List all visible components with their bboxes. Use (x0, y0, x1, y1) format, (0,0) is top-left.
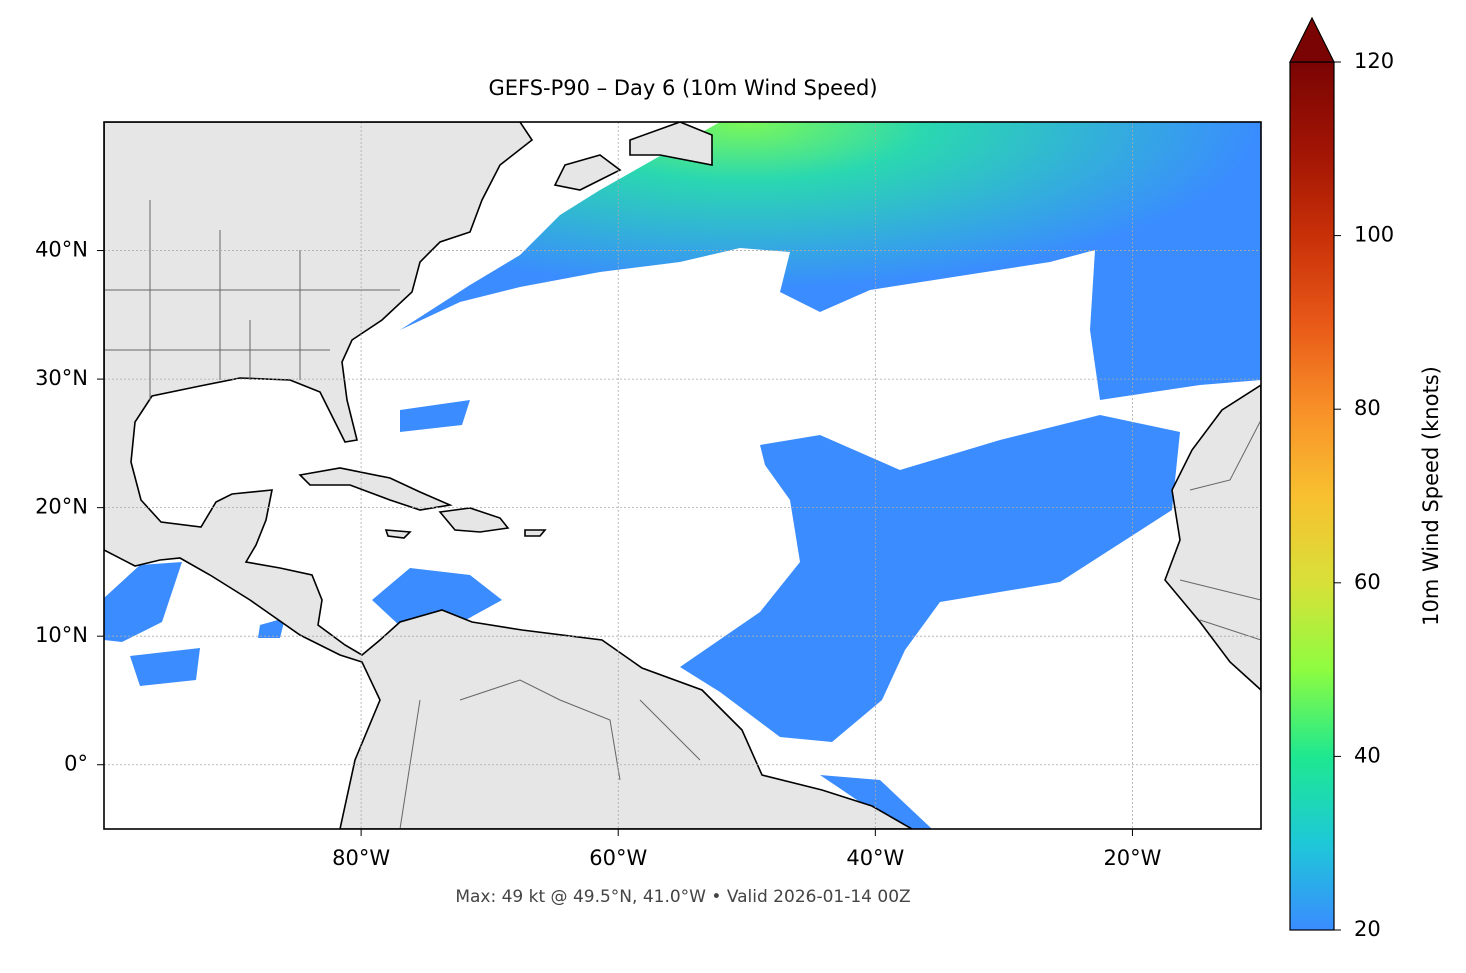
y-tick-label: 40°N (35, 238, 88, 262)
colorbar-tick-label: 20 (1354, 917, 1381, 941)
land (298, 467, 453, 511)
wind-field (258, 618, 285, 638)
wind-field (820, 775, 932, 829)
colorbar-extend (1289, 16, 1335, 63)
x-tick-label: 80°W (332, 846, 390, 870)
x-tick-label: 40°W (846, 846, 904, 870)
map (104, 122, 1261, 829)
land (629, 122, 713, 166)
colorbar-label: 10m Wind Speed (knots) (1419, 366, 1443, 626)
wind-field (372, 568, 502, 626)
colorbar-tick-label: 60 (1354, 570, 1381, 594)
wind-field (400, 400, 470, 432)
wind-field (400, 122, 1261, 400)
land (104, 122, 914, 829)
land (1164, 384, 1261, 692)
colorbar-tick-label: 40 (1354, 743, 1381, 767)
map-frame (103, 121, 1262, 830)
wind-field (104, 562, 182, 642)
colorbar-tick-label: 100 (1354, 223, 1394, 247)
y-tick-label: 10°N (35, 623, 88, 647)
y-tick-label: 0° (64, 752, 88, 776)
x-tick-label: 60°W (589, 846, 647, 870)
annotation: Max: 49 kt @ 49.5°N, 41.0°W • Valid 2026… (455, 887, 910, 907)
colorbar (1289, 61, 1335, 931)
y-tick-label: 30°N (35, 366, 88, 390)
land (553, 154, 622, 191)
land (524, 529, 547, 537)
border (104, 200, 1261, 829)
colorbar-tick-label: 120 (1354, 49, 1394, 73)
wind-field (130, 648, 200, 686)
chart-title: GEFS-P90 – Day 6 (10m Wind Speed) (488, 76, 877, 100)
colorbar-tick-label: 80 (1354, 396, 1381, 420)
land (384, 529, 412, 539)
y-tick-label: 20°N (35, 495, 88, 519)
x-tick-label: 20°W (1103, 846, 1161, 870)
wind-field (680, 415, 1180, 742)
